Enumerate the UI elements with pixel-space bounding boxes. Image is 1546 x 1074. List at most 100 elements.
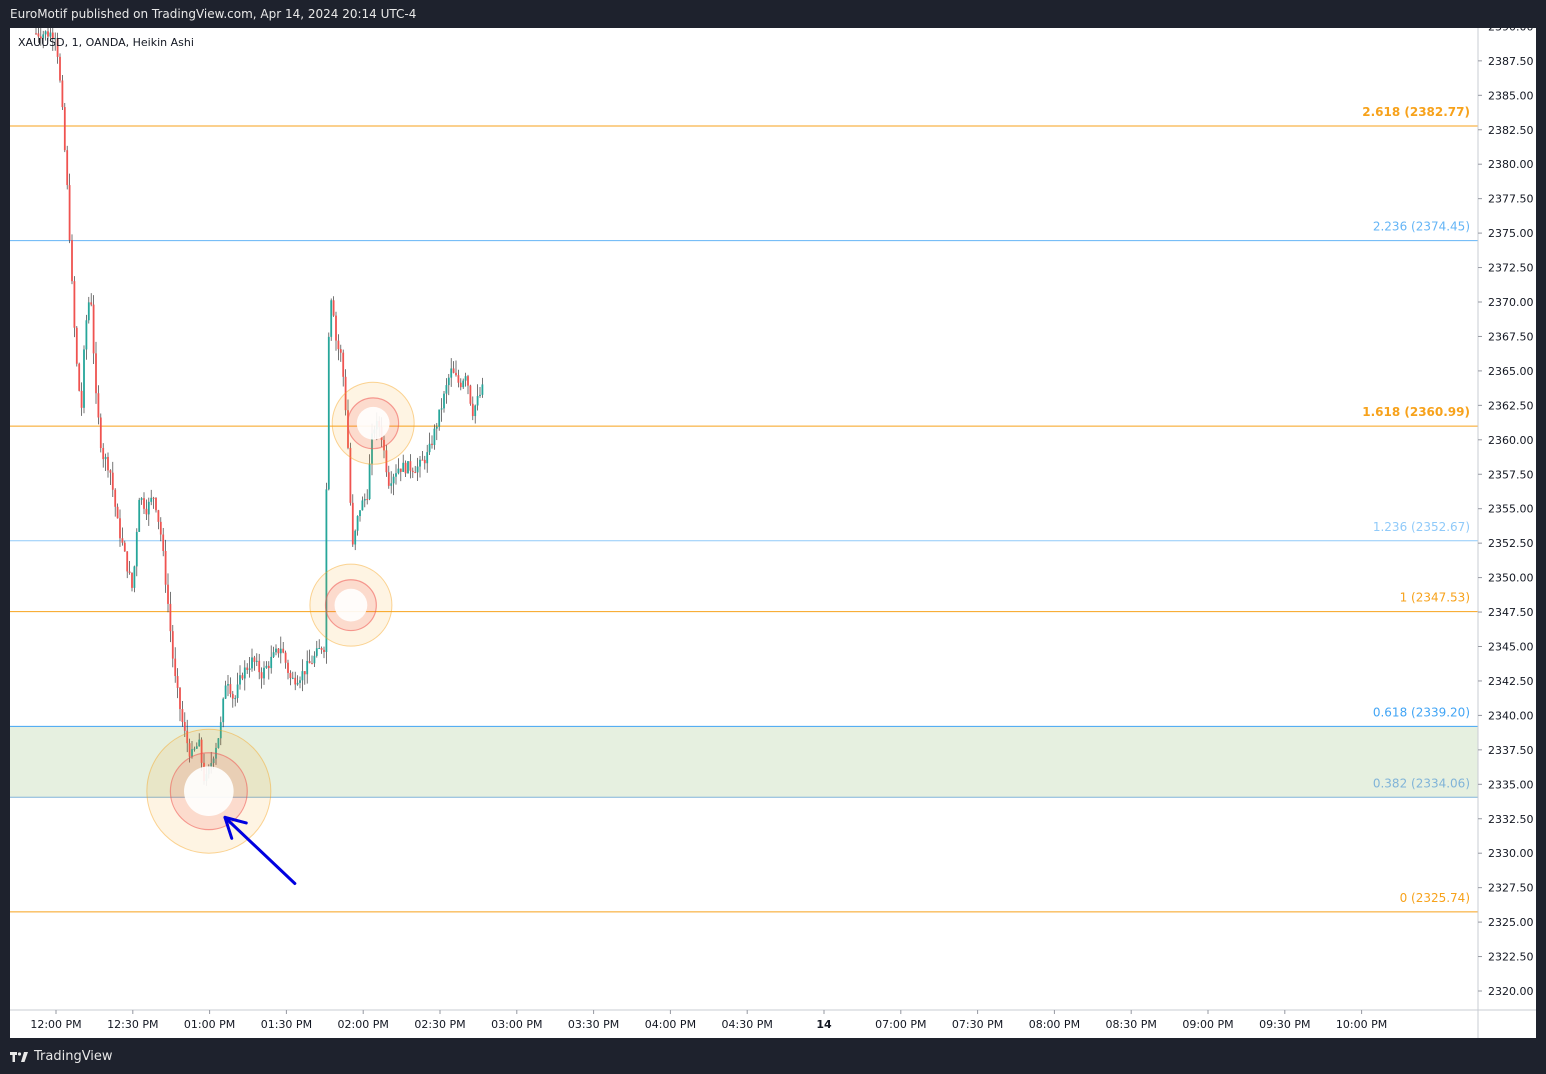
candle-0 — [35, 28, 37, 35]
candle-184 — [476, 384, 479, 411]
y-tick-label: 2367.50 — [1488, 330, 1534, 343]
candle-body — [275, 648, 277, 653]
candle-body — [383, 439, 385, 451]
y-tick-label: 2380.00 — [1488, 158, 1534, 171]
price-chart[interactable]: 2.618 (2382.77) 2.236 (2374.45) 1.618 (236… — [10, 28, 1536, 1038]
candle-body — [243, 667, 246, 679]
candle-66 — [193, 746, 196, 752]
candle-56 — [169, 591, 172, 643]
candle-body — [236, 684, 239, 699]
candle-22 — [87, 296, 90, 324]
x-tick-label: 03:30 PM — [568, 1018, 619, 1031]
candle-body — [421, 459, 424, 461]
candle-body — [270, 656, 273, 669]
candle-body — [143, 498, 145, 509]
candle-body — [169, 603, 172, 632]
y-tick-label: 2340.00 — [1488, 709, 1534, 722]
candle-176 — [457, 369, 460, 388]
candle-body — [409, 461, 412, 471]
y-tick-label: 2332.50 — [1488, 813, 1534, 826]
candle-163 — [426, 444, 429, 473]
candle-body — [61, 80, 64, 108]
highlight-core — [184, 766, 234, 816]
candle-body — [246, 667, 249, 670]
candle-body — [200, 739, 203, 763]
candle-body — [308, 660, 311, 664]
y-tick-label: 2335.00 — [1488, 778, 1534, 791]
candle-117 — [315, 640, 318, 658]
candle-137 — [363, 493, 366, 508]
candle-body — [402, 462, 405, 472]
candle-40 — [131, 572, 133, 592]
top-bar: EuroMotif published on TradingView.com, … — [0, 0, 1546, 28]
candle-body — [97, 393, 100, 418]
candle-body — [368, 463, 371, 500]
candle-body — [332, 300, 335, 316]
candle-17 — [75, 326, 78, 367]
candle-body — [416, 466, 419, 473]
candle-body — [339, 349, 342, 353]
candle-181 — [469, 384, 472, 406]
candle-23 — [90, 293, 93, 307]
candle-body — [188, 743, 191, 757]
candle-body — [135, 531, 138, 567]
candle-body — [248, 668, 251, 670]
x-tick-label: 03:00 PM — [491, 1018, 542, 1031]
candle-body — [131, 572, 133, 588]
fib-levels-layer: 2.618 (2382.77) 2.236 (2374.45) 1.618 (236… — [10, 105, 1478, 913]
candle-151 — [397, 458, 400, 475]
candle-body — [212, 758, 215, 764]
candle-body — [186, 730, 189, 744]
candle-11 — [61, 74, 64, 110]
candle-body — [354, 530, 357, 545]
candle-body — [469, 385, 472, 404]
chart-frame[interactable]: 2.618 (2382.77) 2.236 (2374.45) 1.618 (236… — [10, 28, 1536, 1038]
candle-124 — [332, 296, 335, 317]
candle-156 — [409, 454, 412, 479]
candle-body — [80, 390, 83, 408]
candle-76 — [217, 737, 220, 749]
highlight-core — [356, 406, 390, 440]
candle-164 — [428, 432, 431, 455]
candle-body — [397, 468, 400, 474]
candle-body — [59, 56, 61, 81]
candle-body — [68, 185, 71, 241]
fib-label-0: 0 (2325.74) — [1400, 891, 1470, 905]
candle-38 — [126, 551, 129, 579]
symbol-legend[interactable]: XAUUSD, 1, OANDA, Heikin Ashi — [18, 36, 194, 49]
candle-body — [75, 327, 78, 364]
candle-body — [440, 408, 443, 410]
candle-132 — [351, 494, 354, 547]
candle-body — [320, 648, 323, 650]
candle-21 — [85, 314, 88, 360]
candle-175 — [455, 360, 457, 377]
candle-body — [227, 684, 229, 686]
x-tick-label: 12:30 PM — [107, 1018, 158, 1031]
candle-107 — [291, 671, 294, 680]
candle-body — [459, 382, 462, 388]
candle-106 — [289, 670, 292, 686]
candle-body — [147, 501, 150, 515]
candle-body — [443, 393, 445, 409]
candle-179 — [464, 372, 467, 387]
candle-116 — [313, 651, 316, 668]
candle-42 — [135, 528, 138, 577]
candle-7 — [51, 28, 54, 51]
candle-body — [222, 698, 225, 723]
candle-body — [359, 510, 361, 517]
x-tick-label: 10:00 PM — [1336, 1018, 1387, 1031]
candle-body — [87, 302, 90, 321]
candle-body — [150, 497, 153, 502]
y-tick-label: 2375.00 — [1488, 227, 1534, 240]
candle-body — [224, 685, 227, 699]
candle-168 — [438, 409, 441, 431]
y-tick-label: 2337.50 — [1488, 744, 1534, 757]
candle-body — [39, 36, 42, 39]
candle-93 — [258, 653, 261, 680]
candle-45 — [143, 492, 145, 514]
tradingview-brand: TradingView — [34, 1049, 113, 1064]
y-tick-label: 2342.50 — [1488, 675, 1534, 688]
candle-52 — [159, 517, 162, 542]
candle-61 — [181, 700, 184, 727]
tradingview-logo[interactable]: TradingView — [10, 1049, 113, 1064]
